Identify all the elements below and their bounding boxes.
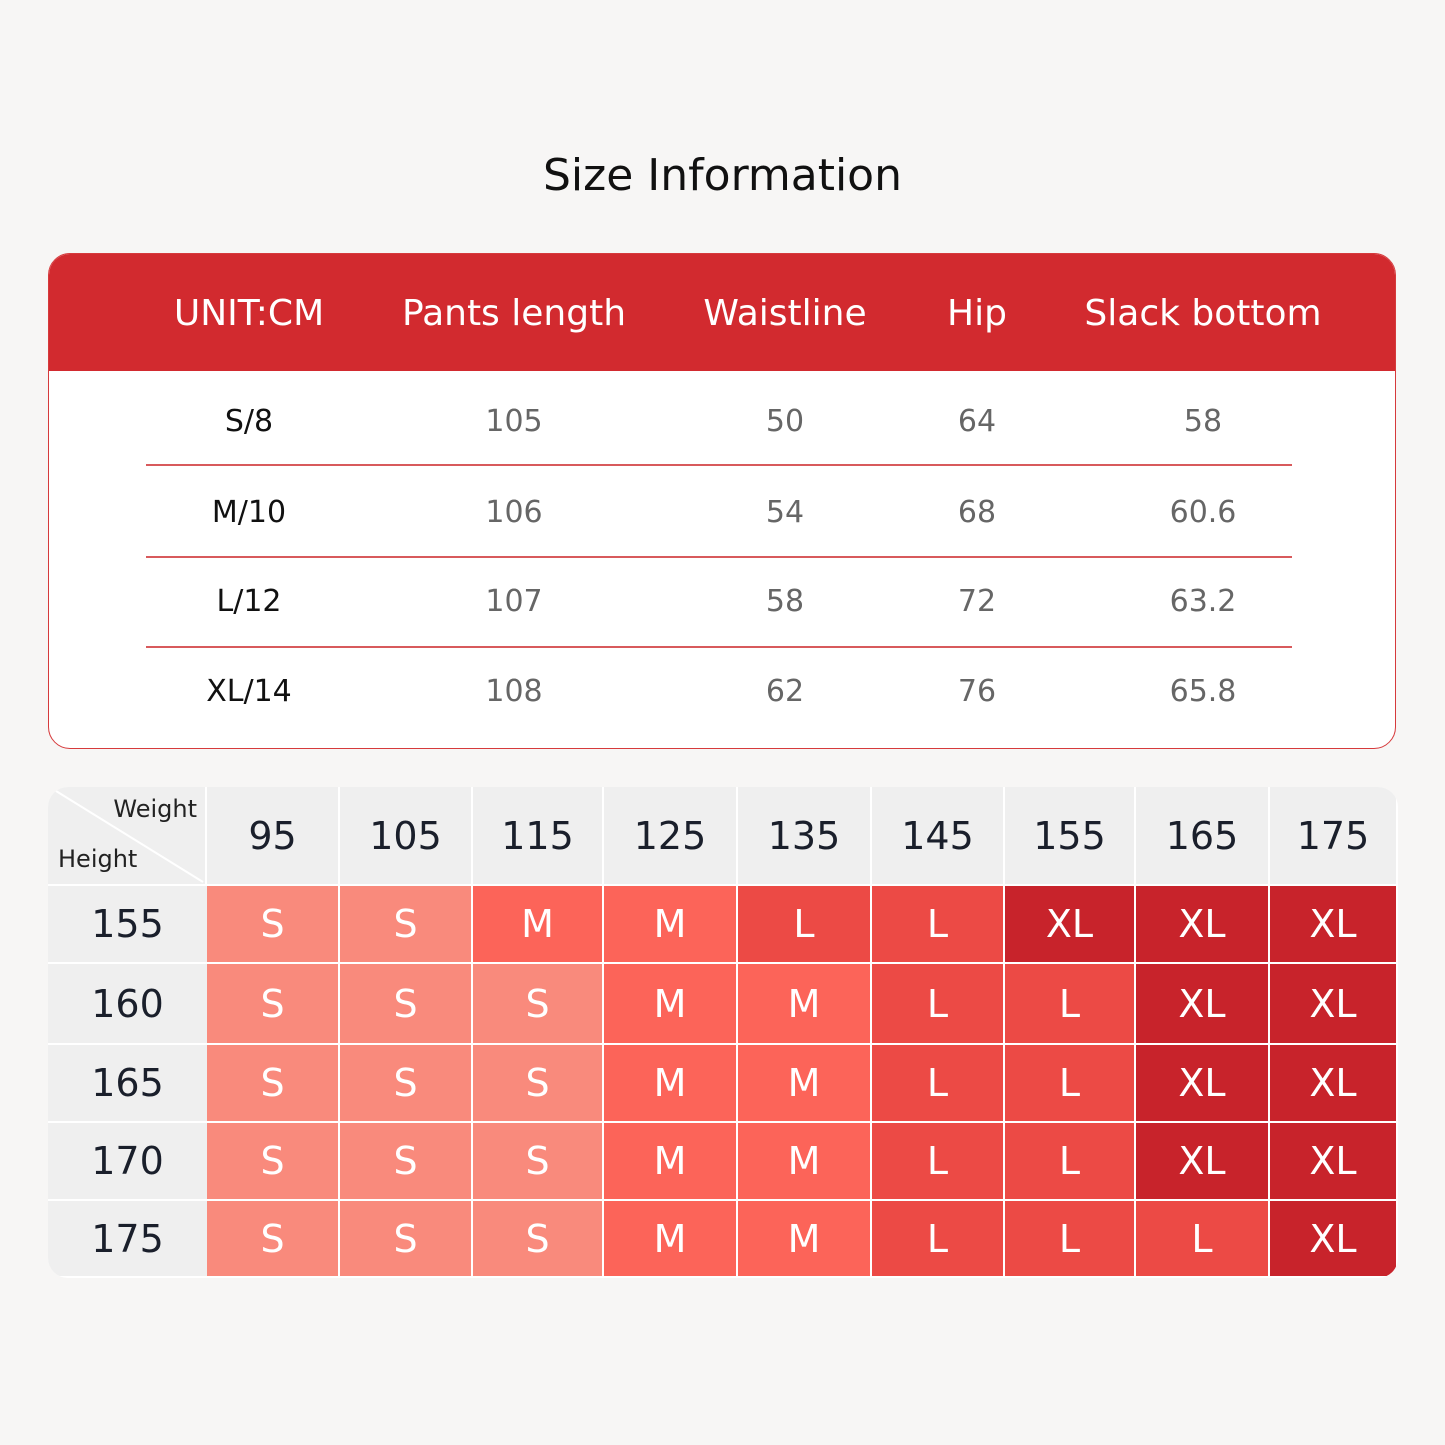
table-row: L/12 107 58 72 63.2 (49, 572, 1395, 632)
weight-header: 175 (1270, 787, 1396, 884)
measurement-value: 76 (957, 674, 997, 709)
size-cell: XL (1270, 886, 1396, 962)
size-grid: Weight Height 95 105 115 125 135 145 155 165 175… (48, 787, 1398, 1278)
column-header: UNIT:CM (173, 293, 325, 334)
size-label: L/12 (216, 584, 282, 619)
measurement-value: 72 (957, 584, 997, 619)
measurement-value: 106 (485, 495, 543, 530)
size-cell: XL (1270, 964, 1396, 1043)
size-cell: M (604, 1123, 736, 1199)
measurement-value: 68 (957, 495, 997, 530)
size-cell: XL (1270, 1123, 1396, 1199)
column-header: Slack bottom (1084, 293, 1322, 334)
measurement-value: 64 (957, 404, 997, 439)
size-table: UNIT:CM Pants length Waistline Hip Slack bot… (48, 253, 1396, 749)
size-cell: S (340, 1045, 471, 1121)
size-cell: S (207, 1123, 338, 1199)
size-cell: M (738, 1201, 870, 1276)
weight-header: 165 (1136, 787, 1268, 884)
measurement-value: 65.8 (1169, 674, 1237, 709)
weight-header: 105 (340, 787, 471, 884)
row-divider (146, 464, 1292, 466)
size-cell: L (872, 1201, 1003, 1276)
height-header: 175 (48, 1201, 207, 1276)
measurement-value: 108 (485, 674, 543, 709)
size-cell: XL (1270, 1045, 1396, 1121)
size-cell: M (738, 1045, 870, 1121)
size-cell: XL (1270, 1201, 1396, 1276)
size-cell: M (604, 1045, 736, 1121)
size-cell: S (207, 1045, 338, 1121)
column-header: Waistline (703, 293, 867, 334)
column-header: Hip (947, 293, 1007, 334)
grid-corner: Weight Height (48, 787, 205, 884)
size-cell: L (872, 1045, 1003, 1121)
weight-header: 125 (604, 787, 736, 884)
size-cell: XL (1136, 886, 1268, 962)
size-cell: M (604, 1201, 736, 1276)
table-row: M/10 106 54 68 60.6 (49, 483, 1395, 543)
page-title: Size Information (542, 150, 902, 201)
size-cell: S (340, 964, 471, 1043)
weight-header: 135 (738, 787, 870, 884)
measurement-value: 54 (765, 495, 805, 530)
column-header: Pants length (401, 293, 627, 334)
size-cell: S (340, 886, 471, 962)
size-cell: L (738, 886, 870, 962)
size-cell: M (738, 964, 870, 1043)
size-label: XL/14 (206, 674, 292, 709)
row-divider (146, 646, 1292, 648)
size-label: M/10 (211, 495, 287, 530)
weight-header: 155 (1005, 787, 1134, 884)
size-cell: XL (1005, 886, 1134, 962)
measurement-value: 105 (485, 404, 543, 439)
size-cell: S (207, 1201, 338, 1276)
size-cell: M (473, 886, 602, 962)
size-cell: L (1005, 964, 1134, 1043)
height-header: 170 (48, 1123, 207, 1199)
size-cell: M (738, 1123, 870, 1199)
measurement-value: 107 (485, 584, 543, 619)
size-cell: L (872, 886, 1003, 962)
size-cell: L (1136, 1201, 1268, 1276)
weight-header: 145 (872, 787, 1003, 884)
size-cell: L (872, 964, 1003, 1043)
size-cell: S (473, 1201, 602, 1276)
size-table-header: UNIT:CM Pants length Waistline Hip Slack bot… (49, 254, 1395, 371)
size-cell: M (604, 886, 736, 962)
measurement-value: 60.6 (1169, 495, 1237, 530)
size-cell: S (207, 964, 338, 1043)
table-row: S/8 105 50 64 58 (49, 392, 1395, 452)
size-cell: M (604, 964, 736, 1043)
size-cell: S (473, 1123, 602, 1199)
height-header: 165 (48, 1045, 207, 1121)
measurement-value: 50 (765, 404, 805, 439)
height-header: 160 (48, 964, 207, 1043)
size-cell: L (1005, 1123, 1134, 1199)
weight-header: 95 (207, 787, 338, 884)
table-row: XL/14 108 62 76 65.8 (49, 662, 1395, 722)
weight-header: 115 (473, 787, 602, 884)
size-cell: S (207, 886, 338, 962)
size-cell: S (340, 1123, 471, 1199)
size-cell: XL (1136, 964, 1268, 1043)
measurement-value: 63.2 (1169, 584, 1237, 619)
size-cell: L (872, 1123, 1003, 1199)
size-cell: XL (1136, 1123, 1268, 1199)
size-label: S/8 (224, 404, 274, 439)
row-divider (146, 556, 1292, 558)
measurement-value: 58 (765, 584, 805, 619)
diagonal-divider (55, 790, 204, 883)
measurement-value: 62 (765, 674, 805, 709)
measurement-value: 58 (1183, 404, 1223, 439)
weight-label: Weight (113, 795, 197, 823)
size-cell: L (1005, 1045, 1134, 1121)
size-cell: S (473, 964, 602, 1043)
size-cell: L (1005, 1201, 1134, 1276)
height-label: Height (58, 845, 138, 873)
size-cell: XL (1136, 1045, 1268, 1121)
height-header: 155 (48, 886, 207, 962)
size-cell: S (473, 1045, 602, 1121)
size-cell: S (340, 1201, 471, 1276)
